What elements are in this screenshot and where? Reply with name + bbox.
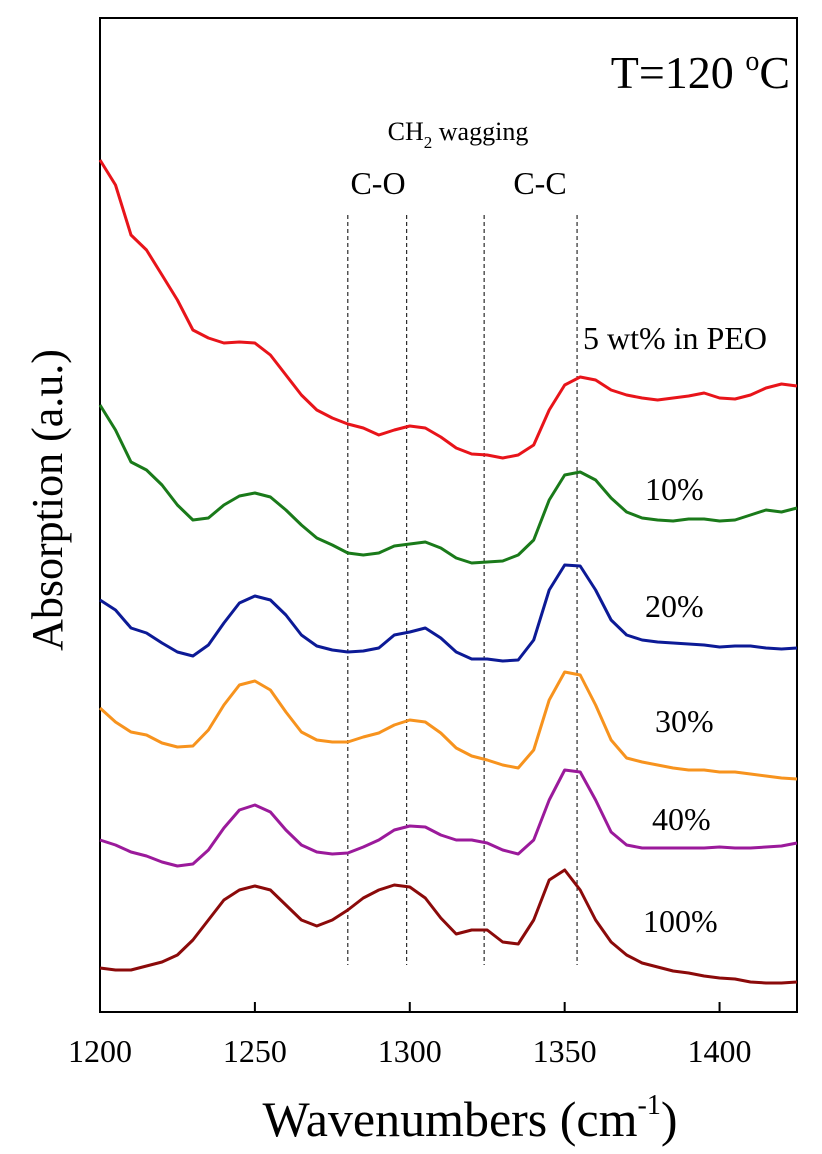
annotation-title: CH2 wagging (388, 117, 529, 152)
title-main: T=120 (611, 47, 746, 98)
annotation-sub: 2 (424, 133, 433, 152)
title-rest: C (759, 47, 790, 98)
series-line (99, 768, 798, 868)
annotation-rest: wagging (432, 117, 528, 146)
annotation: C-C (513, 165, 566, 201)
x-tick-label: 1350 (533, 1033, 597, 1069)
series-label: 100% (643, 903, 718, 939)
annotation: C-O (350, 165, 405, 201)
y-axis-title: Absorption (a.u.) (23, 349, 72, 651)
xlabel-main: Wavenumbers (cm (263, 1091, 638, 1147)
annotation-main: CH (388, 117, 424, 146)
series-line (99, 868, 798, 985)
series-line (98, 404, 798, 565)
title-sup: o (745, 46, 759, 77)
x-tick-label: 1300 (378, 1033, 442, 1069)
series-line (99, 563, 798, 663)
x-axis-title: Wavenumbers (cm-1) (263, 1090, 678, 1147)
x-tick-label: 1200 (68, 1033, 132, 1069)
series-label: 5 wt% in PEO (583, 320, 767, 356)
series-label: 20% (645, 588, 704, 624)
series-line (98, 670, 798, 781)
plot-frame (99, 17, 798, 1013)
series-label: 30% (655, 703, 714, 739)
x-tick-label: 1250 (223, 1033, 287, 1069)
series-line (98, 159, 798, 460)
xlabel-rest: ) (661, 1091, 678, 1147)
x-tick-label: 1400 (688, 1033, 752, 1069)
chart-title: T=120 oC (611, 46, 790, 98)
series-label: 40% (652, 801, 711, 837)
series-label: 10% (645, 471, 704, 507)
xlabel-sup: -1 (638, 1090, 661, 1121)
